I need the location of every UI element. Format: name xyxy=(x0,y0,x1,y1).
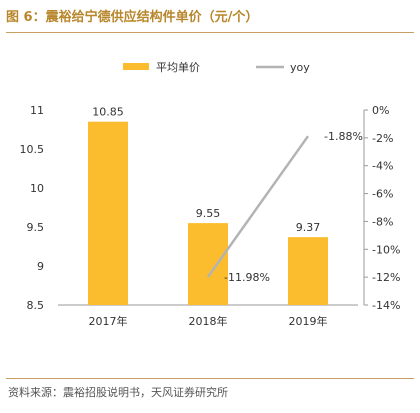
yoy-value-label: -11.98% xyxy=(224,271,270,284)
title-divider xyxy=(6,32,414,33)
y2-tick-label: -10% xyxy=(372,243,400,256)
y2-tick-label: -6% xyxy=(372,188,393,201)
y2-tick-label: -2% xyxy=(372,132,393,145)
y-tick-label: 9 xyxy=(37,260,44,273)
y-tick-label: 9.5 xyxy=(27,221,45,234)
y-tick-label: 8.5 xyxy=(27,299,45,312)
bar xyxy=(288,237,328,305)
legend-bar-swatch xyxy=(123,63,149,70)
yoy-line xyxy=(206,135,310,278)
yoy-value-label: -1.88% xyxy=(324,130,363,143)
bar xyxy=(88,121,128,305)
chart-title: 图 6：震裕给宁德供应结构件单价（元/个） xyxy=(6,10,259,25)
source-note: 资料来源：震裕招股说明书，天风证券研究所 xyxy=(8,386,228,399)
y-tick-label: 10 xyxy=(30,182,44,195)
y2-tick-label: -8% xyxy=(372,215,393,228)
bar-value-label: 9.37 xyxy=(296,221,321,234)
legend-bar-label: 平均单价 xyxy=(156,61,200,74)
y-tick-label: 10.5 xyxy=(20,143,45,156)
source-divider xyxy=(6,378,414,379)
bar xyxy=(188,223,228,305)
x-tick-label: 2017年 xyxy=(89,314,128,328)
y2-tick-label: -14% xyxy=(372,299,400,312)
y-tick-label: 11 xyxy=(30,104,44,117)
y2-tick-label: 0% xyxy=(372,104,389,117)
y2-tick-label: -4% xyxy=(372,160,393,173)
x-tick-label: 2019年 xyxy=(289,314,328,328)
x-tick-label: 2018年 xyxy=(189,314,228,328)
bar-value-label: 10.85 xyxy=(92,106,124,119)
legend-line-label: yoy xyxy=(290,61,310,74)
y2-tick-label: -12% xyxy=(372,271,400,284)
bar-value-label: 9.55 xyxy=(196,207,221,220)
